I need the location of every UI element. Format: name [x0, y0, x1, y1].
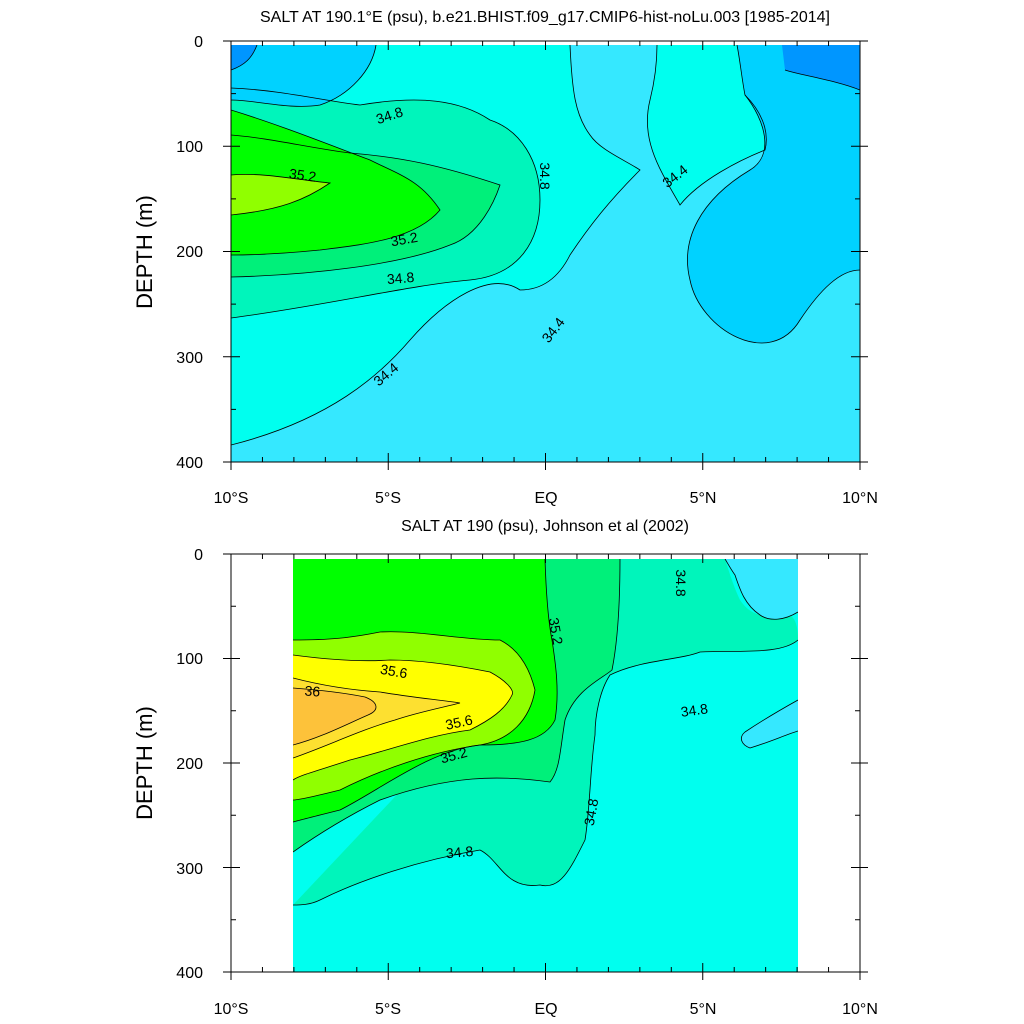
contour-label: 35.2 — [288, 165, 317, 185]
contour-line — [687, 94, 860, 344]
y-tick-label: 200 — [176, 244, 203, 261]
contour-label: 35.2 — [389, 229, 419, 250]
y-tick-label: 300 — [176, 861, 203, 878]
contour-line — [231, 45, 377, 107]
bottom-x-tick-labels: 10°S 5°S EQ 5°N 10°N — [214, 1001, 878, 1018]
contour-line — [293, 631, 536, 801]
x-tick-label: 5°N — [690, 1001, 717, 1018]
y-tick-label: 300 — [176, 350, 203, 367]
contour-line — [231, 134, 501, 278]
contour-line — [646, 45, 767, 206]
fill-34.0-nwcorner — [231, 45, 257, 70]
y-tick-label: 0 — [194, 547, 203, 564]
top-y-tick-labels: 0 100 200 300 400 — [176, 34, 203, 472]
contour-label: 35.2 — [438, 744, 469, 767]
fill-34.6-northpatch — [647, 45, 767, 205]
contour-label: 34.8 — [680, 700, 709, 720]
fill-34.4-ne — [725, 559, 798, 620]
x-tick-label: 5°S — [375, 490, 401, 507]
x-tick-label: 10°S — [214, 490, 249, 507]
y-tick-label: 200 — [176, 756, 203, 773]
bottom-panel: SALT AT 190 (psu), Johnson et al (2002) — [132, 518, 878, 1018]
y-tick-label: 100 — [176, 139, 203, 156]
fill-34.0-necorner — [782, 45, 860, 90]
fill-34.2-east — [687, 45, 860, 462]
contour-label: 34.8 — [445, 843, 474, 861]
x-tick-label: 10°S — [214, 1001, 249, 1018]
contour-label: 34.8 — [673, 569, 689, 596]
y-tick-label: 400 — [176, 965, 203, 982]
top-contour-lines — [231, 45, 860, 446]
fill-36.0-core — [293, 688, 376, 745]
x-tick-label: 5°S — [375, 1001, 401, 1018]
contour-label: 36 — [304, 682, 321, 699]
contour-line — [231, 45, 641, 446]
fill-34.4-eastlens — [741, 700, 798, 748]
contour-label: 35.2 — [546, 616, 567, 646]
contour-line — [293, 687, 377, 746]
bottom-contour-lines — [293, 559, 798, 906]
contour-line — [231, 173, 332, 216]
top-y-axis-label: DEPTH (m) — [132, 195, 157, 309]
y-tick-label: 0 — [194, 34, 203, 51]
x-tick-label: 10°N — [842, 490, 878, 507]
top-title: SALT AT 190.1°E (psu), b.e21.BHIST.f09_g… — [260, 9, 830, 26]
contour-line — [231, 87, 541, 319]
top-x-tick-labels: 10°S 5°S EQ 5°N 10°N — [214, 490, 878, 507]
fill-35.2-region — [231, 110, 440, 255]
top-axis-ticks — [223, 40, 868, 470]
bottom-y-axis-label: DEPTH (m) — [132, 706, 157, 820]
contour-line — [293, 559, 621, 853]
x-tick-label: EQ — [534, 1001, 557, 1018]
bottom-contour-fills — [293, 559, 798, 972]
contour-line — [724, 559, 798, 620]
contour-line — [231, 45, 258, 71]
top-panel: SALT AT 190.1°E (psu), b.e21.BHIST.f09_g… — [132, 9, 878, 507]
contour-line — [293, 559, 558, 823]
contour-line — [293, 677, 461, 759]
contour-label: 34.8 — [386, 269, 415, 287]
contour-line — [293, 654, 513, 781]
contour-line — [740, 699, 798, 749]
top-contour-fills — [231, 45, 860, 462]
contour-line — [784, 69, 860, 91]
contour-label: 35.6 — [444, 711, 474, 732]
y-tick-label: 100 — [176, 651, 203, 668]
bottom-axis-ticks — [223, 553, 868, 980]
contour-line — [293, 639, 798, 906]
x-tick-label: EQ — [534, 490, 557, 507]
contour-label: 34.8 — [537, 162, 553, 189]
bottom-contour-labels: 34.8 35.2 35.6 36 34.8 35.6 35.2 34.8 34… — [304, 569, 709, 861]
bottom-y-tick-labels: 0 100 200 300 400 — [176, 547, 203, 982]
contour-label: 34.8 — [581, 797, 602, 827]
bottom-title: SALT AT 190 (psu), Johnson et al (2002) — [401, 518, 689, 535]
fill-35.4-region — [231, 174, 330, 215]
x-tick-label: 5°N — [690, 490, 717, 507]
contour-label: 35.6 — [379, 661, 409, 682]
x-tick-label: 10°N — [842, 1001, 878, 1018]
contour-line — [231, 109, 441, 256]
y-tick-label: 400 — [176, 455, 203, 472]
